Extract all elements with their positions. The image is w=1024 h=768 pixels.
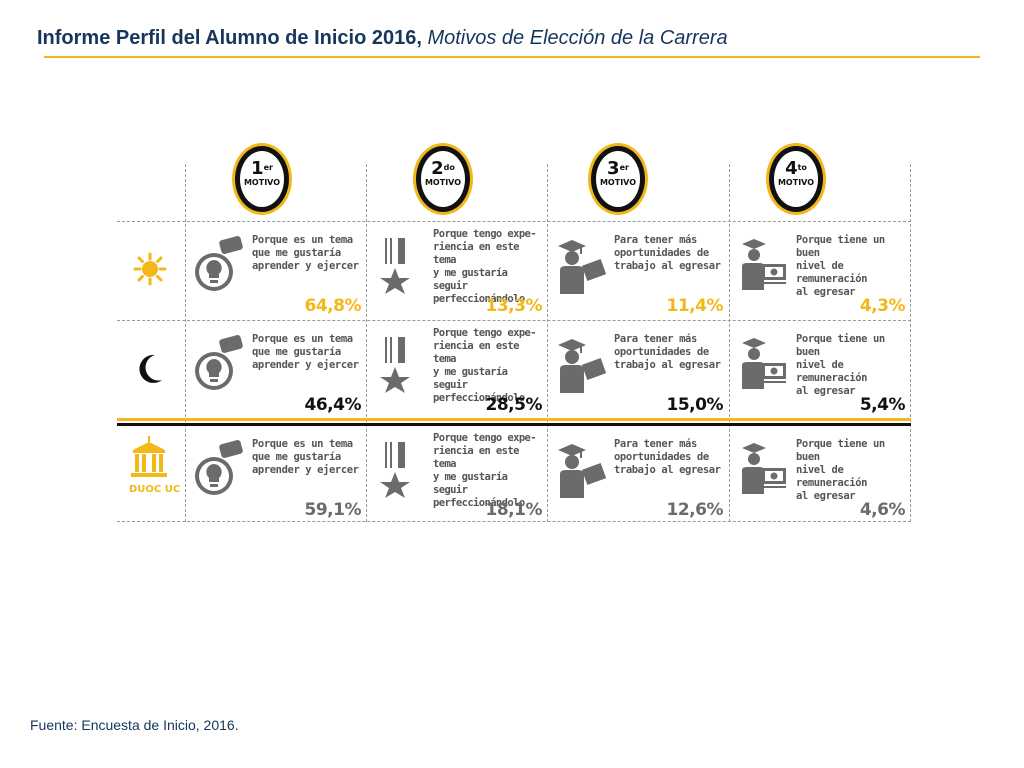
- motive-badge-2: 2do MOTIVO: [416, 146, 470, 212]
- title-underline: [44, 56, 980, 58]
- medal-icon: [375, 335, 427, 397]
- motive-percentage: 11,4%: [666, 296, 724, 316]
- motive-percentage: 18,1%: [485, 500, 543, 520]
- lightbulb-icon: [194, 335, 246, 397]
- motive-percentage: 28,5%: [485, 395, 543, 415]
- divider: [117, 320, 911, 321]
- motive-badge-4: 4to MOTIVO: [769, 146, 823, 212]
- sun-icon: [133, 252, 167, 286]
- money-icon: [738, 440, 790, 502]
- motive-percentage: 12,6%: [666, 500, 724, 520]
- motive-percentage: 13,3%: [485, 296, 543, 316]
- motive-description: Porque tiene un buen nivel de remuneraci…: [796, 333, 885, 397]
- motive-cell: Porque tiene un buen nivel de remuneraci…: [730, 426, 911, 524]
- motive-cell: Porque tengo expe- riencia en este tema …: [367, 426, 548, 524]
- motive-percentage: 5,4%: [859, 395, 906, 415]
- motive-description: Para tener más oportunidades de trabajo …: [614, 333, 721, 371]
- source-note: Fuente: Encuesta de Inicio, 2016.: [30, 717, 239, 733]
- motive-cell: Porque es un tema que me gustaría aprend…: [186, 222, 367, 320]
- medal-icon: [375, 236, 427, 298]
- motive-description: Porque tiene un buen nivel de remuneraci…: [796, 234, 885, 298]
- black-separator: [117, 423, 911, 426]
- lightbulb-icon: [194, 440, 246, 502]
- divider: [185, 164, 186, 522]
- motive-cell: Para tener más oportunidades de trabajo …: [548, 222, 729, 320]
- medal-icon: [375, 440, 427, 502]
- duoc-uc-logo: DUOC UC: [129, 436, 181, 495]
- motive-percentage: 4,6%: [859, 500, 906, 520]
- motive-percentage: 4,3%: [859, 296, 906, 316]
- money-icon: [738, 236, 790, 298]
- motive-description: Porque tengo expe- riencia en este tema …: [433, 327, 537, 404]
- logo-text: DUOC UC: [129, 484, 181, 495]
- motive-cell: Para tener más oportunidades de trabajo …: [548, 426, 729, 524]
- graduate-icon: [556, 335, 608, 397]
- motive-description: Porque tiene un buen nivel de remuneraci…: [796, 438, 885, 502]
- title-main: Informe Perfil del Alumno de Inicio 2016…: [37, 27, 422, 49]
- graduate-icon: [556, 236, 608, 298]
- motive-description: Porque es un tema que me gustaría aprend…: [252, 438, 359, 476]
- motive-cell: Porque tengo expe- riencia en este tema …: [367, 222, 548, 320]
- motive-cell: Para tener más oportunidades de trabajo …: [548, 321, 729, 419]
- divider: [910, 164, 911, 522]
- divider: [547, 164, 548, 522]
- motive-cell: Porque tiene un buen nivel de remuneraci…: [730, 321, 911, 419]
- motive-cell: Porque es un tema que me gustaría aprend…: [186, 426, 367, 524]
- motive-cell: Porque tiene un buen nivel de remuneraci…: [730, 222, 911, 320]
- motive-description: Para tener más oportunidades de trabajo …: [614, 438, 721, 476]
- money-icon: [738, 335, 790, 397]
- motive-description: Porque es un tema que me gustaría aprend…: [252, 234, 359, 272]
- motive-percentage: 15,0%: [666, 395, 724, 415]
- motive-cell: Porque tengo expe- riencia en este tema …: [367, 321, 548, 419]
- divider: [117, 521, 911, 522]
- moon-icon: [139, 354, 162, 383]
- motive-description: Porque es un tema que me gustaría aprend…: [252, 333, 359, 371]
- divider: [366, 164, 367, 522]
- title-subtitle: Motivos de Elección de la Carrera: [427, 27, 728, 49]
- building-icon: [131, 436, 167, 477]
- motive-percentage: 64,8%: [304, 296, 362, 316]
- lightbulb-icon: [194, 236, 246, 298]
- motive-description: Porque tengo expe- riencia en este tema …: [433, 228, 537, 305]
- motive-badge-1: 1er MOTIVO: [235, 146, 289, 212]
- motive-description: Porque tengo expe- riencia en este tema …: [433, 432, 537, 509]
- page-title: Informe Perfil del Alumno de Inicio 2016…: [37, 27, 728, 50]
- motive-description: Para tener más oportunidades de trabajo …: [614, 234, 721, 272]
- divider: [117, 221, 911, 222]
- gold-separator: [117, 418, 911, 421]
- graduate-icon: [556, 440, 608, 502]
- motives-table: 1er MOTIVO 2do MOTIVO 3er MOTIVO 4to MOT…: [117, 144, 911, 522]
- motive-percentage: 46,4%: [304, 395, 362, 415]
- motive-badge-3: 3er MOTIVO: [591, 146, 645, 212]
- motive-cell: Porque es un tema que me gustaría aprend…: [186, 321, 367, 419]
- motive-percentage: 59,1%: [304, 500, 362, 520]
- divider: [729, 164, 730, 522]
